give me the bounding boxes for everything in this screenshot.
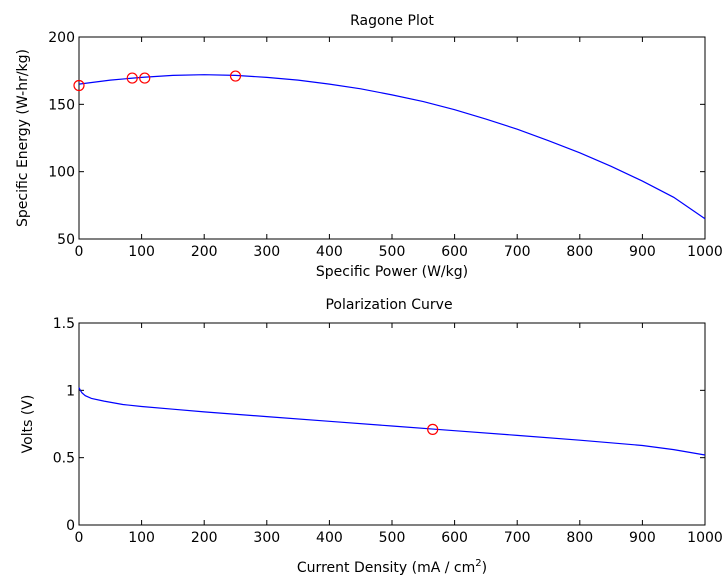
ragone-curve [78, 74, 706, 220]
polarization-x-tick-label: 100 [128, 530, 155, 546]
ragone-y-tick-label: 50 [57, 232, 75, 248]
polarization-x-tick-label: 200 [191, 530, 218, 546]
ragone-x-tick-label: 800 [566, 244, 593, 260]
polarization-x-label-superscript: 2 [475, 558, 481, 569]
ragone-y-tick-label: 150 [48, 97, 75, 113]
polarization-x-label-main: Current Density (mA / cm [297, 560, 475, 576]
ragone-marker [139, 72, 151, 84]
ragone-y-label: Specific Energy (W-hr/kg) [15, 49, 31, 227]
ragone-marker [229, 70, 242, 82]
polarization-series [78, 387, 706, 456]
ragone-marker [126, 72, 138, 84]
ragone-x-tick-label: 200 [191, 244, 218, 260]
polarization-x-tick-label: 500 [379, 530, 406, 546]
polarization-y-tick-label: 1 [66, 383, 75, 399]
polarization-y-tick-label: 0.5 [53, 451, 75, 467]
polarization-y-tick-label: 0 [66, 518, 75, 534]
polarization-x-tick-label: 700 [504, 530, 531, 546]
ragone-x-tick-label: 1000 [687, 244, 723, 260]
polarization-y-tick-label: 1.5 [53, 316, 75, 332]
ragone-x-label: Specific Power (W/kg) [316, 264, 468, 280]
polarization-x-tick-label: 1000 [687, 530, 723, 546]
ragone-marker [73, 79, 85, 92]
ragone-x-tick-label: 100 [128, 244, 155, 260]
ragone-x-tick-label: 0 [75, 244, 84, 260]
ragone-y-tick-label: 200 [48, 30, 75, 46]
ragone-x-tick-label: 700 [504, 244, 531, 260]
polarization-x-tick-label: 0 [75, 530, 84, 546]
polarization-title: Polarization Curve [325, 297, 452, 313]
ragone-ticks: 0 100 200 300 400 500 600 700 800 900 1000 50 100 150… [48, 30, 723, 260]
ragone-axes-box [78, 36, 706, 240]
ragone-plot: Ragone Plot Specific Power (W/kg) Specif… [15, 13, 723, 280]
ragone-title: Ragone Plot [350, 13, 434, 29]
polarization-x-tick-label: 300 [253, 530, 280, 546]
ragone-series [73, 70, 706, 220]
polarization-x-tick-label: 800 [566, 530, 593, 546]
ragone-x-tick-label: 400 [316, 244, 343, 260]
ragone-x-tick-label: 600 [441, 244, 468, 260]
ragone-x-tick-label: 300 [253, 244, 280, 260]
polarization-ticks: 0 100 200 300 400 500 600 700 800 900 1000 0 0.5 1 1.5 [53, 316, 723, 546]
ragone-x-tick-label: 500 [379, 244, 406, 260]
polarization-x-tick-label: 900 [629, 530, 656, 546]
ragone-y-tick-label: 100 [48, 165, 75, 181]
ragone-x-tick-label: 900 [629, 244, 656, 260]
polarization-curve [78, 387, 706, 456]
polarization-x-tick-label: 600 [441, 530, 468, 546]
polarization-axes-box [78, 322, 706, 526]
polarization-marker [427, 423, 439, 435]
polarization-x-tick-label: 400 [316, 530, 343, 546]
polarization-x-label-end: ) [482, 560, 487, 576]
polarization-plot: Polarization Curve Current Density (mA /… [20, 297, 723, 576]
polarization-x-label: Current Density (mA / cm2) [297, 558, 487, 576]
polarization-y-label: Volts (V) [20, 395, 36, 454]
